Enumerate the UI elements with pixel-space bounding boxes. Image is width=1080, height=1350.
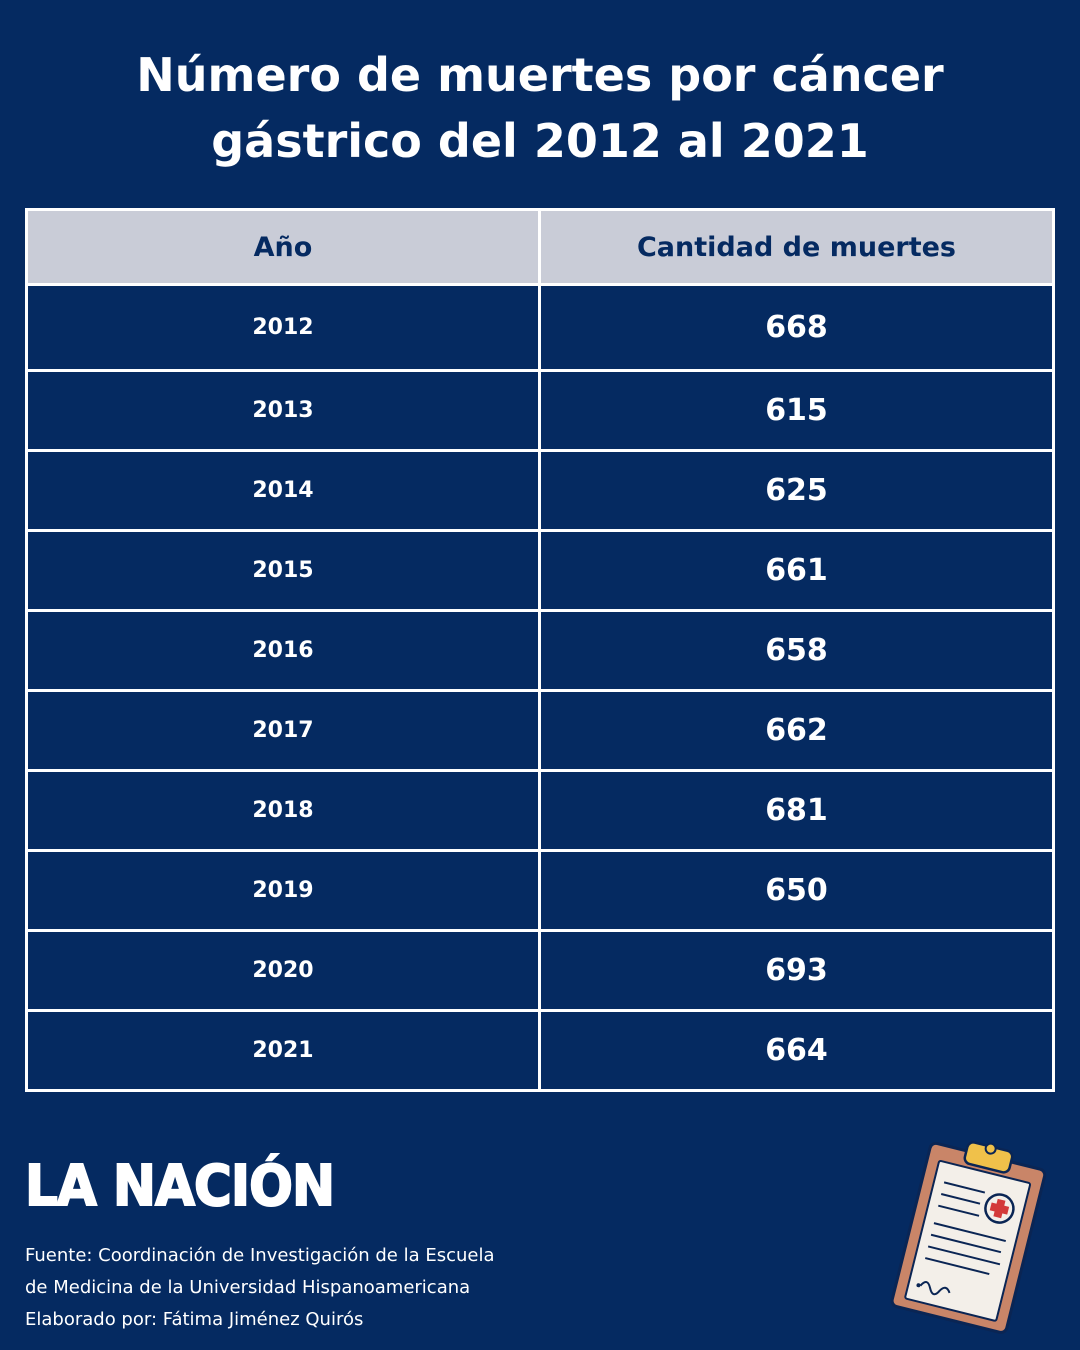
- source-line-1: Fuente: Coordinación de Investigación de…: [25, 1245, 495, 1266]
- deaths-table: Año Cantidad de muertes 2012 668 2013 615 20…: [25, 208, 1055, 1092]
- table-row: 2013 615: [25, 369, 1055, 452]
- year-cell: 2016: [25, 609, 541, 692]
- clipboard-medical-icon: [890, 1141, 1047, 1334]
- table-row: 2017 662: [25, 689, 1055, 772]
- deaths-value-cell: 681: [538, 769, 1055, 852]
- credits: Fuente: Coordinación de Investigación de…: [25, 1240, 725, 1336]
- table-row: 2016 658: [25, 609, 1055, 692]
- deaths-value-cell: 615: [538, 369, 1055, 452]
- deaths-value-cell: 662: [538, 689, 1055, 772]
- deaths-value-cell: 693: [538, 929, 1055, 1012]
- table-header-row: Año Cantidad de muertes: [25, 208, 1055, 286]
- table-row: 2021 664: [25, 1009, 1055, 1092]
- column-header-year: Año: [25, 208, 541, 286]
- author-line: Elaborado por: Fátima Jiménez Quirós: [25, 1309, 364, 1330]
- page-title: Número de muertes por cáncer gástrico de…: [40, 42, 1040, 174]
- deaths-value-cell: 668: [538, 283, 1055, 372]
- year-cell: 2013: [25, 369, 541, 452]
- table-row: 2012 668: [25, 283, 1055, 372]
- year-cell: 2012: [25, 283, 541, 372]
- year-cell: 2021: [25, 1009, 541, 1092]
- column-header-deaths: Cantidad de muertes: [538, 208, 1055, 286]
- table-row: 2020 693: [25, 929, 1055, 1012]
- deaths-value-cell: 625: [538, 449, 1055, 532]
- table-row: 2014 625: [25, 449, 1055, 532]
- title-line-1: Número de muertes por cáncer: [136, 48, 944, 102]
- year-cell: 2019: [25, 849, 541, 932]
- table-row: 2019 650: [25, 849, 1055, 932]
- year-cell: 2020: [25, 929, 541, 1012]
- deaths-value-cell: 650: [538, 849, 1055, 932]
- deaths-value-cell: 658: [538, 609, 1055, 692]
- la-nacion-logo: LA NACIÓN: [24, 1153, 336, 1220]
- source-line-2: de Medicina de la Universidad Hispanoame…: [25, 1277, 471, 1298]
- title-line-2: gástrico del 2012 al 2021: [211, 114, 869, 168]
- deaths-value-cell: 664: [538, 1009, 1055, 1092]
- year-cell: 2015: [25, 529, 541, 612]
- year-cell: 2014: [25, 449, 541, 532]
- table-body: 2012 668 2013 615 2014 625 2015 661 2016 658 2017 6…: [25, 283, 1055, 1092]
- table-row: 2015 661: [25, 529, 1055, 612]
- deaths-value-cell: 661: [538, 529, 1055, 612]
- year-cell: 2018: [25, 769, 541, 852]
- year-cell: 2017: [25, 689, 541, 772]
- table-row: 2018 681: [25, 769, 1055, 852]
